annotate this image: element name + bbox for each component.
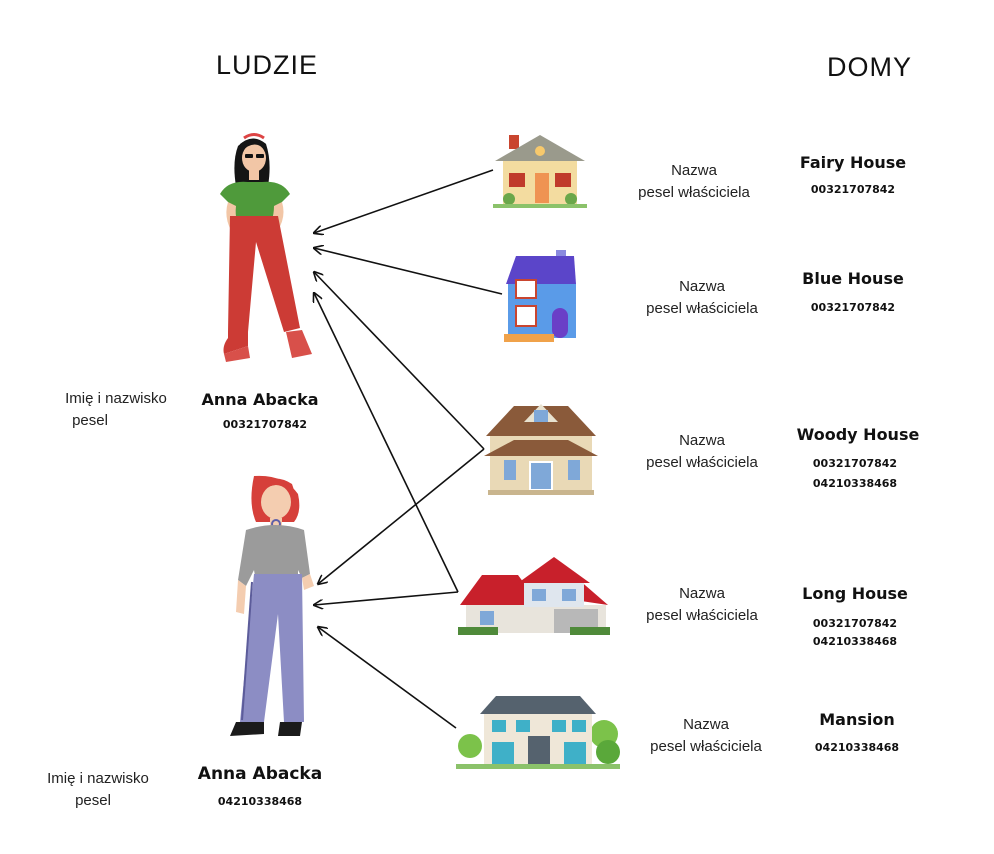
arrow-mansion-to-person-2 [318,627,457,729]
house-1-pesel-label: pesel właściciela [638,184,750,201]
person-2-name-label: Imię i nazwisko [47,770,149,787]
person-2-pesel: 04210338468 [217,795,303,808]
person-1-name-label: Imię i nazwisko [65,390,167,407]
arrow-woody-to-person-2 [318,448,485,584]
house-2-field-labels: Nazwa pesel właściciela [624,276,780,320]
woody-house-illustration [484,404,598,495]
house-5-pesel-label: pesel właściciela [650,738,762,755]
fairy-house-illustration [493,135,587,208]
arrow-long-to-person-2 [314,591,459,605]
house-3-pesel-label: pesel właściciela [646,454,758,471]
blue-house-illustration [504,250,576,342]
house-3-pesel-2: 04210338468 [812,477,898,490]
house-1-name: Fairy House [799,153,907,172]
arrow-fairy-to-person-1 [314,169,494,233]
arrow-woody-to-person-1 [314,272,485,450]
house-4-name: Long House [802,584,908,603]
person-1-pesel-label: pesel [72,412,108,429]
house-2-pesel-1: 00321707842 [810,301,896,314]
woman-2-illustration [230,475,314,736]
house-2-name-label: Nazwa [679,278,725,295]
people-heading: LUDZIE [216,50,319,80]
house-1-field-labels: Nazwa pesel właściciela [616,160,772,204]
person-2-name: Anna Abacka [197,764,323,784]
houses-heading: DOMY [827,52,912,82]
house-5-name-label: Nazwa [683,716,729,733]
woman-1-illustration [220,133,312,362]
arrow-long-to-person-1 [314,293,459,593]
person-2-field-labels: Imię i nazwisko pesel [14,768,182,812]
house-4-pesel-label: pesel właściciela [646,607,758,624]
house-3-field-labels: Nazwa pesel właściciela [624,430,780,474]
house-4-pesel-1: 00321707842 [812,617,898,630]
house-3-name: Woody House [796,425,920,444]
house-5-pesel-1: 04210338468 [814,741,900,754]
house-5-name: Mansion [819,710,895,729]
house-1-pesel-1: 00321707842 [810,183,896,196]
house-2-name: Blue House [802,269,904,288]
long-house-illustration [458,557,610,635]
person-1-field-labels: Imię i nazwisko pesel [30,388,202,432]
house-4-field-labels: Nazwa pesel właściciela [624,583,780,627]
house-4-name-label: Nazwa [679,585,725,602]
person-1-pesel: 00321707842 [222,418,308,431]
house-2-pesel-label: pesel właściciela [646,300,758,317]
house-1-name-label: Nazwa [671,162,717,179]
house-3-name-label: Nazwa [679,432,725,449]
person-1-name: Anna Abacka [201,390,319,409]
house-4-pesel-2: 04210338468 [812,635,898,648]
arrow-blue-to-person-1 [314,248,503,295]
mansion-illustration [456,696,620,769]
house-5-field-labels: Nazwa pesel właściciela [628,714,784,758]
house-3-pesel-1: 00321707842 [812,457,898,470]
person-2-pesel-label: pesel [75,792,111,809]
